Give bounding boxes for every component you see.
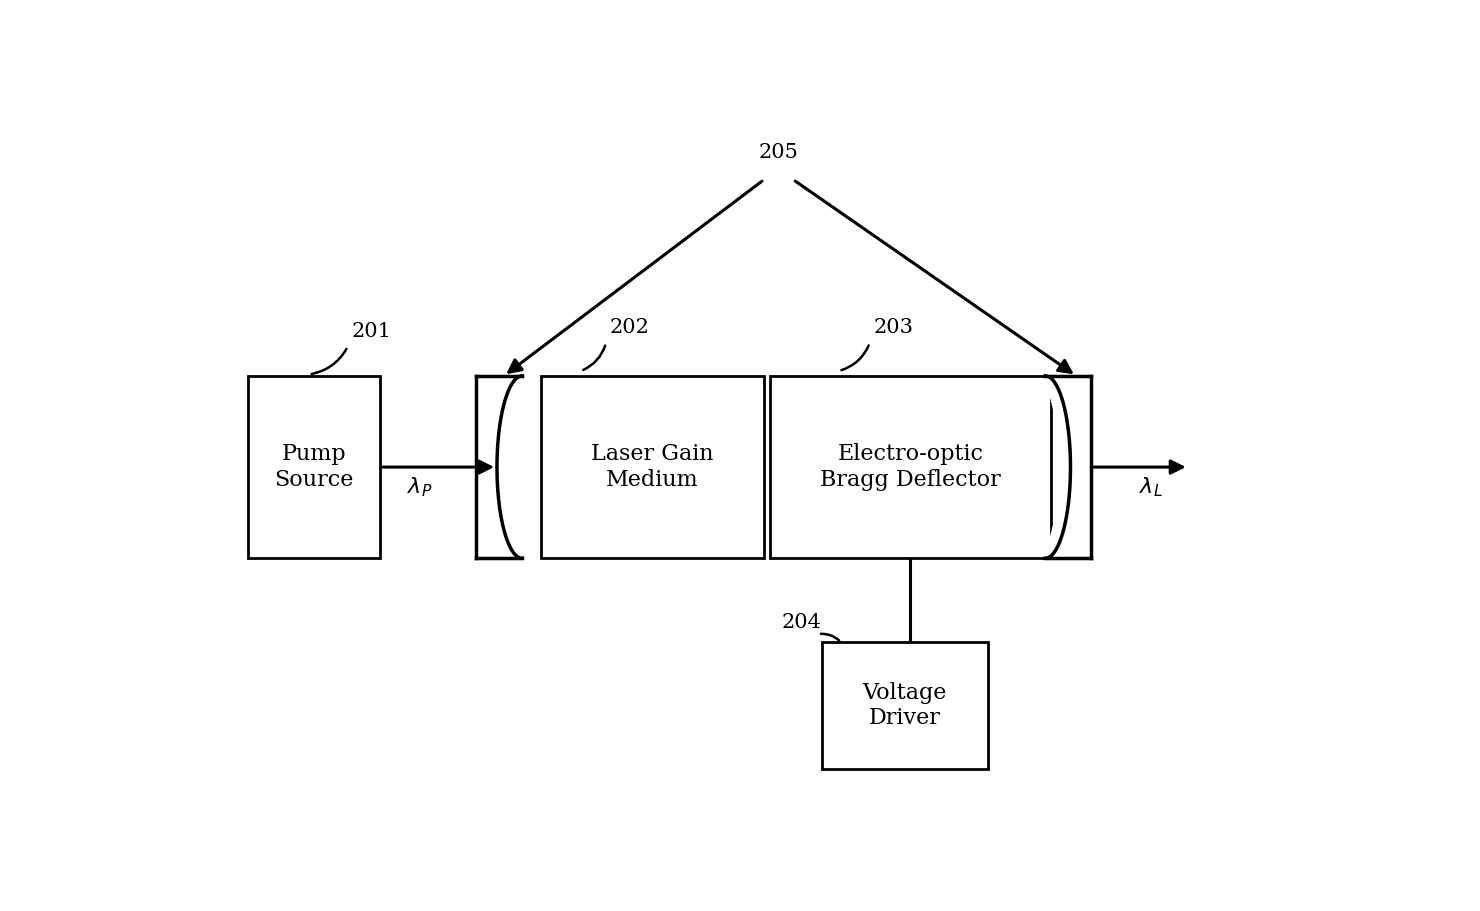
Text: 205: 205 [759, 143, 798, 162]
FancyArrowPatch shape [821, 634, 839, 640]
Bar [821, 642, 989, 769]
Text: 202: 202 [610, 318, 650, 337]
Text: Electro-optic
Bragg Deflector: Electro-optic Bragg Deflector [820, 444, 1000, 491]
Bar [770, 376, 1051, 558]
Bar [540, 376, 764, 558]
Polygon shape [1045, 376, 1091, 558]
FancyArrowPatch shape [583, 345, 605, 370]
Text: Voltage
Driver: Voltage Driver [863, 681, 947, 730]
FancyArrowPatch shape [842, 345, 869, 370]
Text: 203: 203 [873, 318, 913, 337]
Text: 204: 204 [781, 613, 821, 632]
Text: Pump
Source: Pump Source [274, 444, 354, 491]
Text: Laser Gain
Medium: Laser Gain Medium [591, 444, 713, 491]
Text: $\lambda_L$: $\lambda_L$ [1138, 475, 1163, 498]
Polygon shape [477, 376, 522, 558]
Text: $\lambda_P$: $\lambda_P$ [407, 475, 432, 498]
FancyArrowPatch shape [312, 349, 346, 374]
Text: 201: 201 [351, 322, 391, 341]
Bar [249, 376, 380, 558]
